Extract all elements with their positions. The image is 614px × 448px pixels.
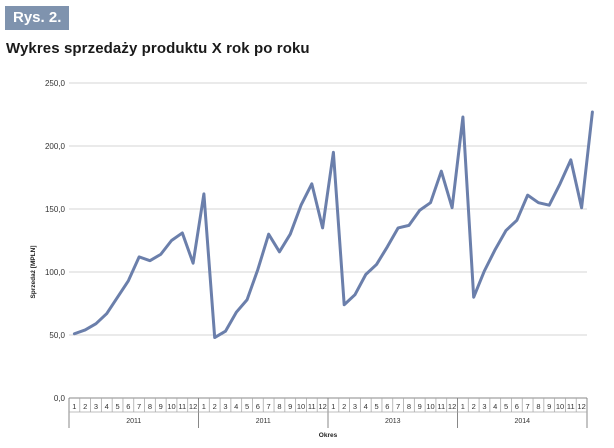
x-tick-label: 12 — [189, 402, 197, 411]
y-tick-label: 100,0 — [45, 268, 66, 277]
x-tick-label: 11 — [437, 402, 445, 411]
x-tick-label: 7 — [526, 402, 530, 411]
x-tick-label: 9 — [547, 402, 551, 411]
y-axis-ticks: 0,0 50,0 100,0 150,0 200,0 250,0 — [45, 79, 66, 403]
x-tick-label: 1 — [202, 402, 206, 411]
x-axis-label: Okres — [319, 432, 338, 439]
x-tick-label: 5 — [504, 402, 508, 411]
x-tick-label: 7 — [137, 402, 141, 411]
x-tick-label: 8 — [148, 402, 152, 411]
x-tick-label: 2 — [83, 402, 87, 411]
chart-title: Wykres sprzedaży produktu X rok po roku — [6, 40, 310, 57]
x-tick-label: 4 — [364, 402, 368, 411]
y-tick-label: 0,0 — [54, 394, 66, 403]
x-tick-label: 2 — [472, 402, 476, 411]
x-tick-label: 8 — [536, 402, 540, 411]
x-tick-label: 10 — [426, 402, 434, 411]
y-tick-label: 200,0 — [45, 142, 66, 151]
x-tick-label: 12 — [577, 402, 585, 411]
figure-label: Rys. 2. — [5, 6, 70, 30]
x-tick-label: 3 — [223, 402, 227, 411]
x-tick-label: 6 — [126, 402, 130, 411]
x-tick-label: 8 — [277, 402, 281, 411]
series-line — [72, 110, 594, 340]
x-tick-label: 5 — [115, 402, 119, 411]
x-tick-label: 2 — [342, 402, 346, 411]
gridlines — [69, 82, 587, 336]
x-tick-label: 6 — [515, 402, 519, 411]
x-tick-label: 9 — [288, 402, 292, 411]
group-label: 2011 — [256, 418, 271, 425]
x-tick-label: 8 — [407, 402, 411, 411]
x-tick-label: 5 — [245, 402, 249, 411]
x-tick-label: 4 — [234, 402, 238, 411]
x-tick-label: 12 — [448, 402, 456, 411]
group-label: 2014 — [514, 418, 530, 425]
x-tick-label: 9 — [159, 402, 163, 411]
x-tick-label: 1 — [72, 402, 76, 411]
y-tick-label: 50,0 — [49, 331, 65, 340]
x-tick-label: 2 — [213, 402, 217, 411]
group-label: 2011 — [126, 418, 141, 425]
x-tick-label: 11 — [567, 402, 575, 411]
x-tick-label: 7 — [396, 402, 400, 411]
y-tick-label: 150,0 — [45, 205, 66, 214]
x-tick-label: 1 — [331, 402, 335, 411]
x-tick-label: 4 — [493, 402, 497, 411]
x-tick-label: 3 — [482, 402, 486, 411]
x-tick-label: 4 — [105, 402, 109, 411]
x-tick-label: 9 — [418, 402, 422, 411]
x-tick-label: 10 — [297, 402, 305, 411]
y-axis-label: Sprzedaż [MPLN] — [30, 245, 37, 298]
y-tick-label: 250,0 — [45, 79, 66, 88]
x-tick-label: 10 — [556, 402, 564, 411]
x-tick-label: 11 — [308, 402, 316, 411]
series-layer — [72, 110, 594, 340]
x-tick-label: 3 — [94, 402, 98, 411]
x-tick-label: 11 — [178, 402, 186, 411]
x-tick-label: 1 — [461, 402, 465, 411]
x-tick-label: 7 — [267, 402, 271, 411]
x-tick-label: 12 — [318, 402, 326, 411]
x-tick-label: 6 — [385, 402, 389, 411]
x-tick-label: 10 — [167, 402, 175, 411]
x-tick-label: 6 — [256, 402, 260, 411]
x-tick-label: 5 — [374, 402, 378, 411]
group-label: 2013 — [385, 418, 401, 425]
x-tick-label: 3 — [353, 402, 357, 411]
